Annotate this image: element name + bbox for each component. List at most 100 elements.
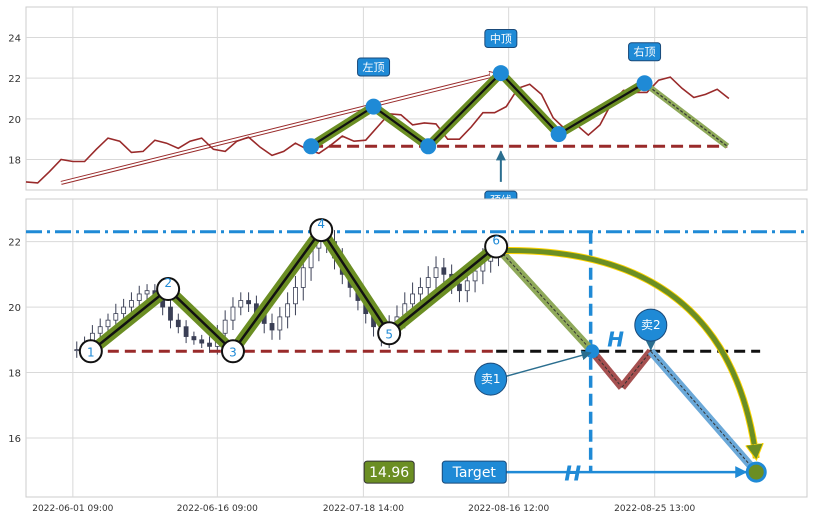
candle-body — [168, 306, 173, 321]
label-text: 中顶 — [490, 33, 512, 46]
target-value-label: 14.96 — [363, 460, 415, 484]
sell-label-circle — [634, 308, 668, 342]
curved-arrow — [504, 247, 756, 458]
candle-body — [472, 270, 478, 282]
candle-body — [199, 339, 205, 344]
label-text: 左顶 — [363, 61, 385, 74]
top-y-tick-label: 22 — [8, 74, 21, 85]
pattern-point-label: 5 — [385, 327, 393, 341]
sell1-dot — [585, 344, 600, 359]
target-text: Target — [452, 465, 497, 481]
x-tick-label-0: 2022-06-01 09:00 — [32, 504, 113, 514]
x-tick-label-3: 2022-08-16 12:00 — [468, 504, 549, 514]
label-text: 右顶 — [634, 45, 656, 59]
candle-body — [269, 323, 275, 331]
candle-body — [136, 293, 142, 301]
projection-core-0 — [495, 246, 593, 352]
pattern-point-circle — [220, 339, 245, 364]
pattern-point-circle — [309, 218, 334, 243]
bottom-content: 1 2 3 4 5 6 卖1 卖2 H H Target 14.96 — [26, 217, 807, 486]
x-tick-label-2: 2022-07-18 14:00 — [323, 504, 404, 514]
target-value-text: 14.96 — [369, 465, 409, 481]
candle-body — [191, 336, 197, 341]
candle-body — [175, 319, 181, 328]
candle-body — [293, 287, 298, 305]
candle-body — [277, 316, 283, 331]
label-1: 中顶 — [484, 29, 518, 49]
candle-body — [113, 313, 119, 321]
pattern-point-circle — [377, 321, 402, 346]
bottom-y-tick-label: 16 — [8, 434, 21, 445]
target-value-box — [363, 460, 415, 484]
pattern-point-circle — [156, 277, 181, 302]
sell-label-2: 卖2 — [634, 308, 668, 351]
bottom-y-tick-label: 22 — [8, 238, 21, 249]
candle-body — [183, 326, 189, 337]
candle-body — [464, 280, 470, 292]
candle-body — [441, 267, 447, 275]
candle-body — [418, 287, 423, 295]
candle-body — [410, 293, 415, 305]
sell-label-circle — [474, 362, 508, 396]
candle-body — [230, 306, 236, 321]
sell-label-1: 卖1 — [474, 350, 592, 396]
candle-body — [129, 300, 134, 308]
pattern-point-3: 3 — [220, 339, 245, 364]
pattern-point-circle — [484, 234, 509, 259]
label-box — [484, 29, 518, 49]
trend-line — [60, 74, 498, 184]
bottom-x-tick-labels: 2022-06-01 09:00 2022-06-16 09:00 2022-07-… — [32, 504, 695, 514]
pattern-dot-0 — [303, 138, 320, 155]
label-0: 左顶 — [357, 57, 391, 77]
bottom-pattern-line — [90, 227, 497, 354]
candle-body — [144, 290, 150, 295]
projection-line — [644, 82, 728, 147]
projection-core-1 — [591, 350, 623, 388]
candle-body — [285, 303, 291, 318]
sell-label-text: 卖2 — [641, 318, 661, 332]
candle-body — [238, 300, 244, 308]
bottom-y-tick-label: 20 — [8, 303, 21, 314]
height-label-0: H — [607, 327, 624, 351]
top-y-tick-label: 24 — [8, 34, 21, 45]
candle-body — [457, 283, 462, 292]
top-y-tick-label: 18 — [8, 156, 21, 167]
sell-label-text: 卖1 — [481, 372, 501, 386]
top-y-tick-labels: 18 20 22 24 — [8, 34, 21, 167]
candle-body — [74, 349, 80, 352]
bottom-y-tick-label: 18 — [8, 369, 21, 380]
candle-body — [222, 319, 228, 334]
candle-body — [105, 319, 111, 328]
projection-core-3 — [650, 350, 757, 473]
x-tick-label-4: 2022-08-25 13:00 — [614, 504, 695, 514]
candle-body — [425, 277, 431, 288]
height-label-1: H — [564, 462, 581, 486]
pattern-point-1: 1 — [78, 339, 103, 364]
pattern-dot-3 — [492, 65, 509, 82]
pattern-dot-4 — [550, 126, 567, 143]
candle-body — [433, 267, 439, 278]
top-y-tick-label: 20 — [8, 115, 21, 126]
x-tick-label-1: 2022-06-16 09:00 — [177, 504, 258, 514]
bottom-y-tick-labels: 16 18 20 22 — [8, 238, 21, 445]
projection-core-2 — [621, 350, 652, 388]
candle-body — [207, 342, 212, 347]
label-2: 右顶 — [628, 42, 662, 62]
pattern-point-label: 4 — [317, 217, 325, 231]
top-grid — [26, 7, 807, 190]
candle-body — [97, 326, 103, 334]
pattern-point-circle — [78, 339, 103, 364]
pattern-point-5: 5 — [377, 321, 402, 346]
sell1-arrow — [506, 350, 592, 377]
pattern-dot-5 — [636, 75, 653, 92]
pattern-point-label: 6 — [492, 233, 500, 247]
pattern-point-4: 4 — [309, 217, 334, 243]
bottom-plot-area — [25, 198, 808, 498]
target-box — [441, 460, 507, 484]
target-dot — [745, 461, 767, 483]
pattern-point-2: 2 — [156, 276, 181, 302]
target-label: Target — [441, 460, 507, 484]
